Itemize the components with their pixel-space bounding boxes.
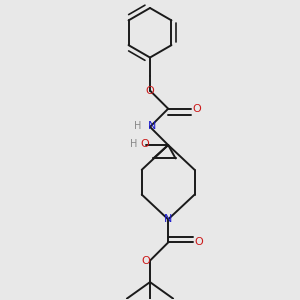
Text: H: H xyxy=(130,140,137,149)
Text: N: N xyxy=(164,214,172,224)
Text: H: H xyxy=(134,121,141,131)
Text: O: O xyxy=(146,85,154,96)
Text: O: O xyxy=(142,256,150,266)
Text: O: O xyxy=(194,238,203,248)
Text: N: N xyxy=(148,121,156,131)
Text: O: O xyxy=(140,140,149,149)
Text: O: O xyxy=(193,104,202,114)
